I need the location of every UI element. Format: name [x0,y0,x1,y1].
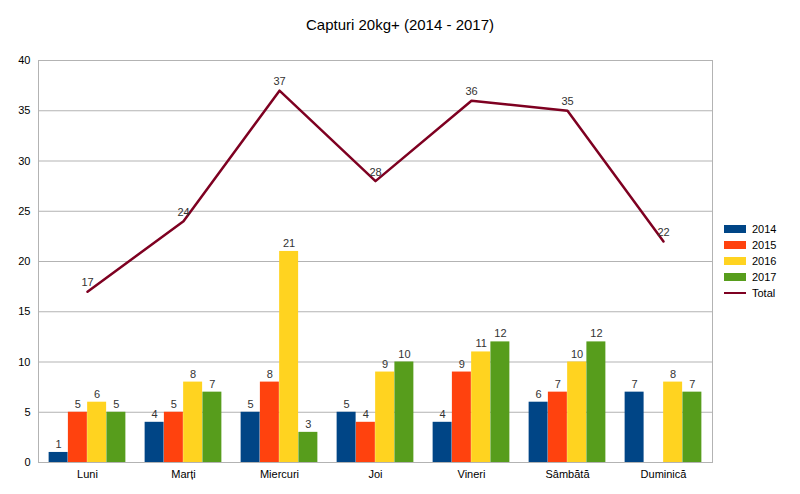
svg-text:6: 6 [94,388,100,400]
svg-text:7: 7 [632,378,638,390]
svg-text:40: 40 [18,54,30,66]
svg-text:6: 6 [536,388,542,400]
svg-text:12: 12 [494,327,506,339]
svg-text:Luni: Luni [77,468,98,480]
svg-text:30: 30 [18,155,30,167]
svg-text:10: 10 [398,348,410,360]
html-text:Total: Total [752,287,776,299]
svg-text:Miercuri: Miercuri [260,468,299,480]
svg-text:28: 28 [369,166,381,178]
svg-text:10: 10 [571,348,583,360]
svg-text:7: 7 [689,378,695,390]
html-text:2016: 2016 [752,255,777,267]
svg-text:4: 4 [363,408,369,420]
svg-text:8: 8 [670,368,676,380]
svg-text:3: 3 [305,418,311,430]
svg-text:Vineri: Vineri [458,468,486,480]
svg-text:11: 11 [475,337,486,349]
svg-text:7: 7 [555,378,561,390]
svg-text:22: 22 [657,226,669,238]
svg-text:5: 5 [248,398,254,410]
svg-text:4: 4 [440,408,446,420]
html-text:2017: 2017 [752,271,777,283]
svg-text:5: 5 [75,398,81,410]
svg-text:20: 20 [18,255,30,267]
html-text:2014: 2014 [752,223,777,235]
svg-text:12: 12 [590,327,602,339]
svg-text:36: 36 [465,85,477,97]
svg-text:8: 8 [267,368,273,380]
svg-text:8: 8 [190,368,196,380]
svg-text:5: 5 [113,398,119,410]
html-text:Capturi 20kg+ (2014 - 2017): Capturi 20kg+ (2014 - 2017) [306,16,494,33]
svg-text:35: 35 [18,104,30,116]
svg-text:5: 5 [344,398,350,410]
svg-text:Joi: Joi [368,468,382,480]
svg-text:Sâmbătă: Sâmbătă [545,468,590,480]
svg-text:4: 4 [152,408,158,420]
svg-text:Duminică: Duminică [641,468,688,480]
svg-text:24: 24 [177,206,189,218]
svg-text:15: 15 [18,305,30,317]
svg-text:37: 37 [273,75,285,87]
svg-text:10: 10 [18,356,30,368]
svg-text:Marți: Marți [171,468,195,480]
svg-text:5: 5 [24,406,30,418]
svg-text:9: 9 [382,358,388,370]
html-text:2015: 2015 [752,239,777,251]
svg-text:5: 5 [171,398,177,410]
svg-text:35: 35 [561,95,573,107]
svg-text:7: 7 [209,378,215,390]
svg-text:9: 9 [459,358,465,370]
svg-text:1: 1 [56,438,62,450]
svg-text:0: 0 [24,456,30,468]
svg-text:25: 25 [18,205,30,217]
svg-text:21: 21 [283,237,295,249]
svg-text:17: 17 [81,276,93,288]
